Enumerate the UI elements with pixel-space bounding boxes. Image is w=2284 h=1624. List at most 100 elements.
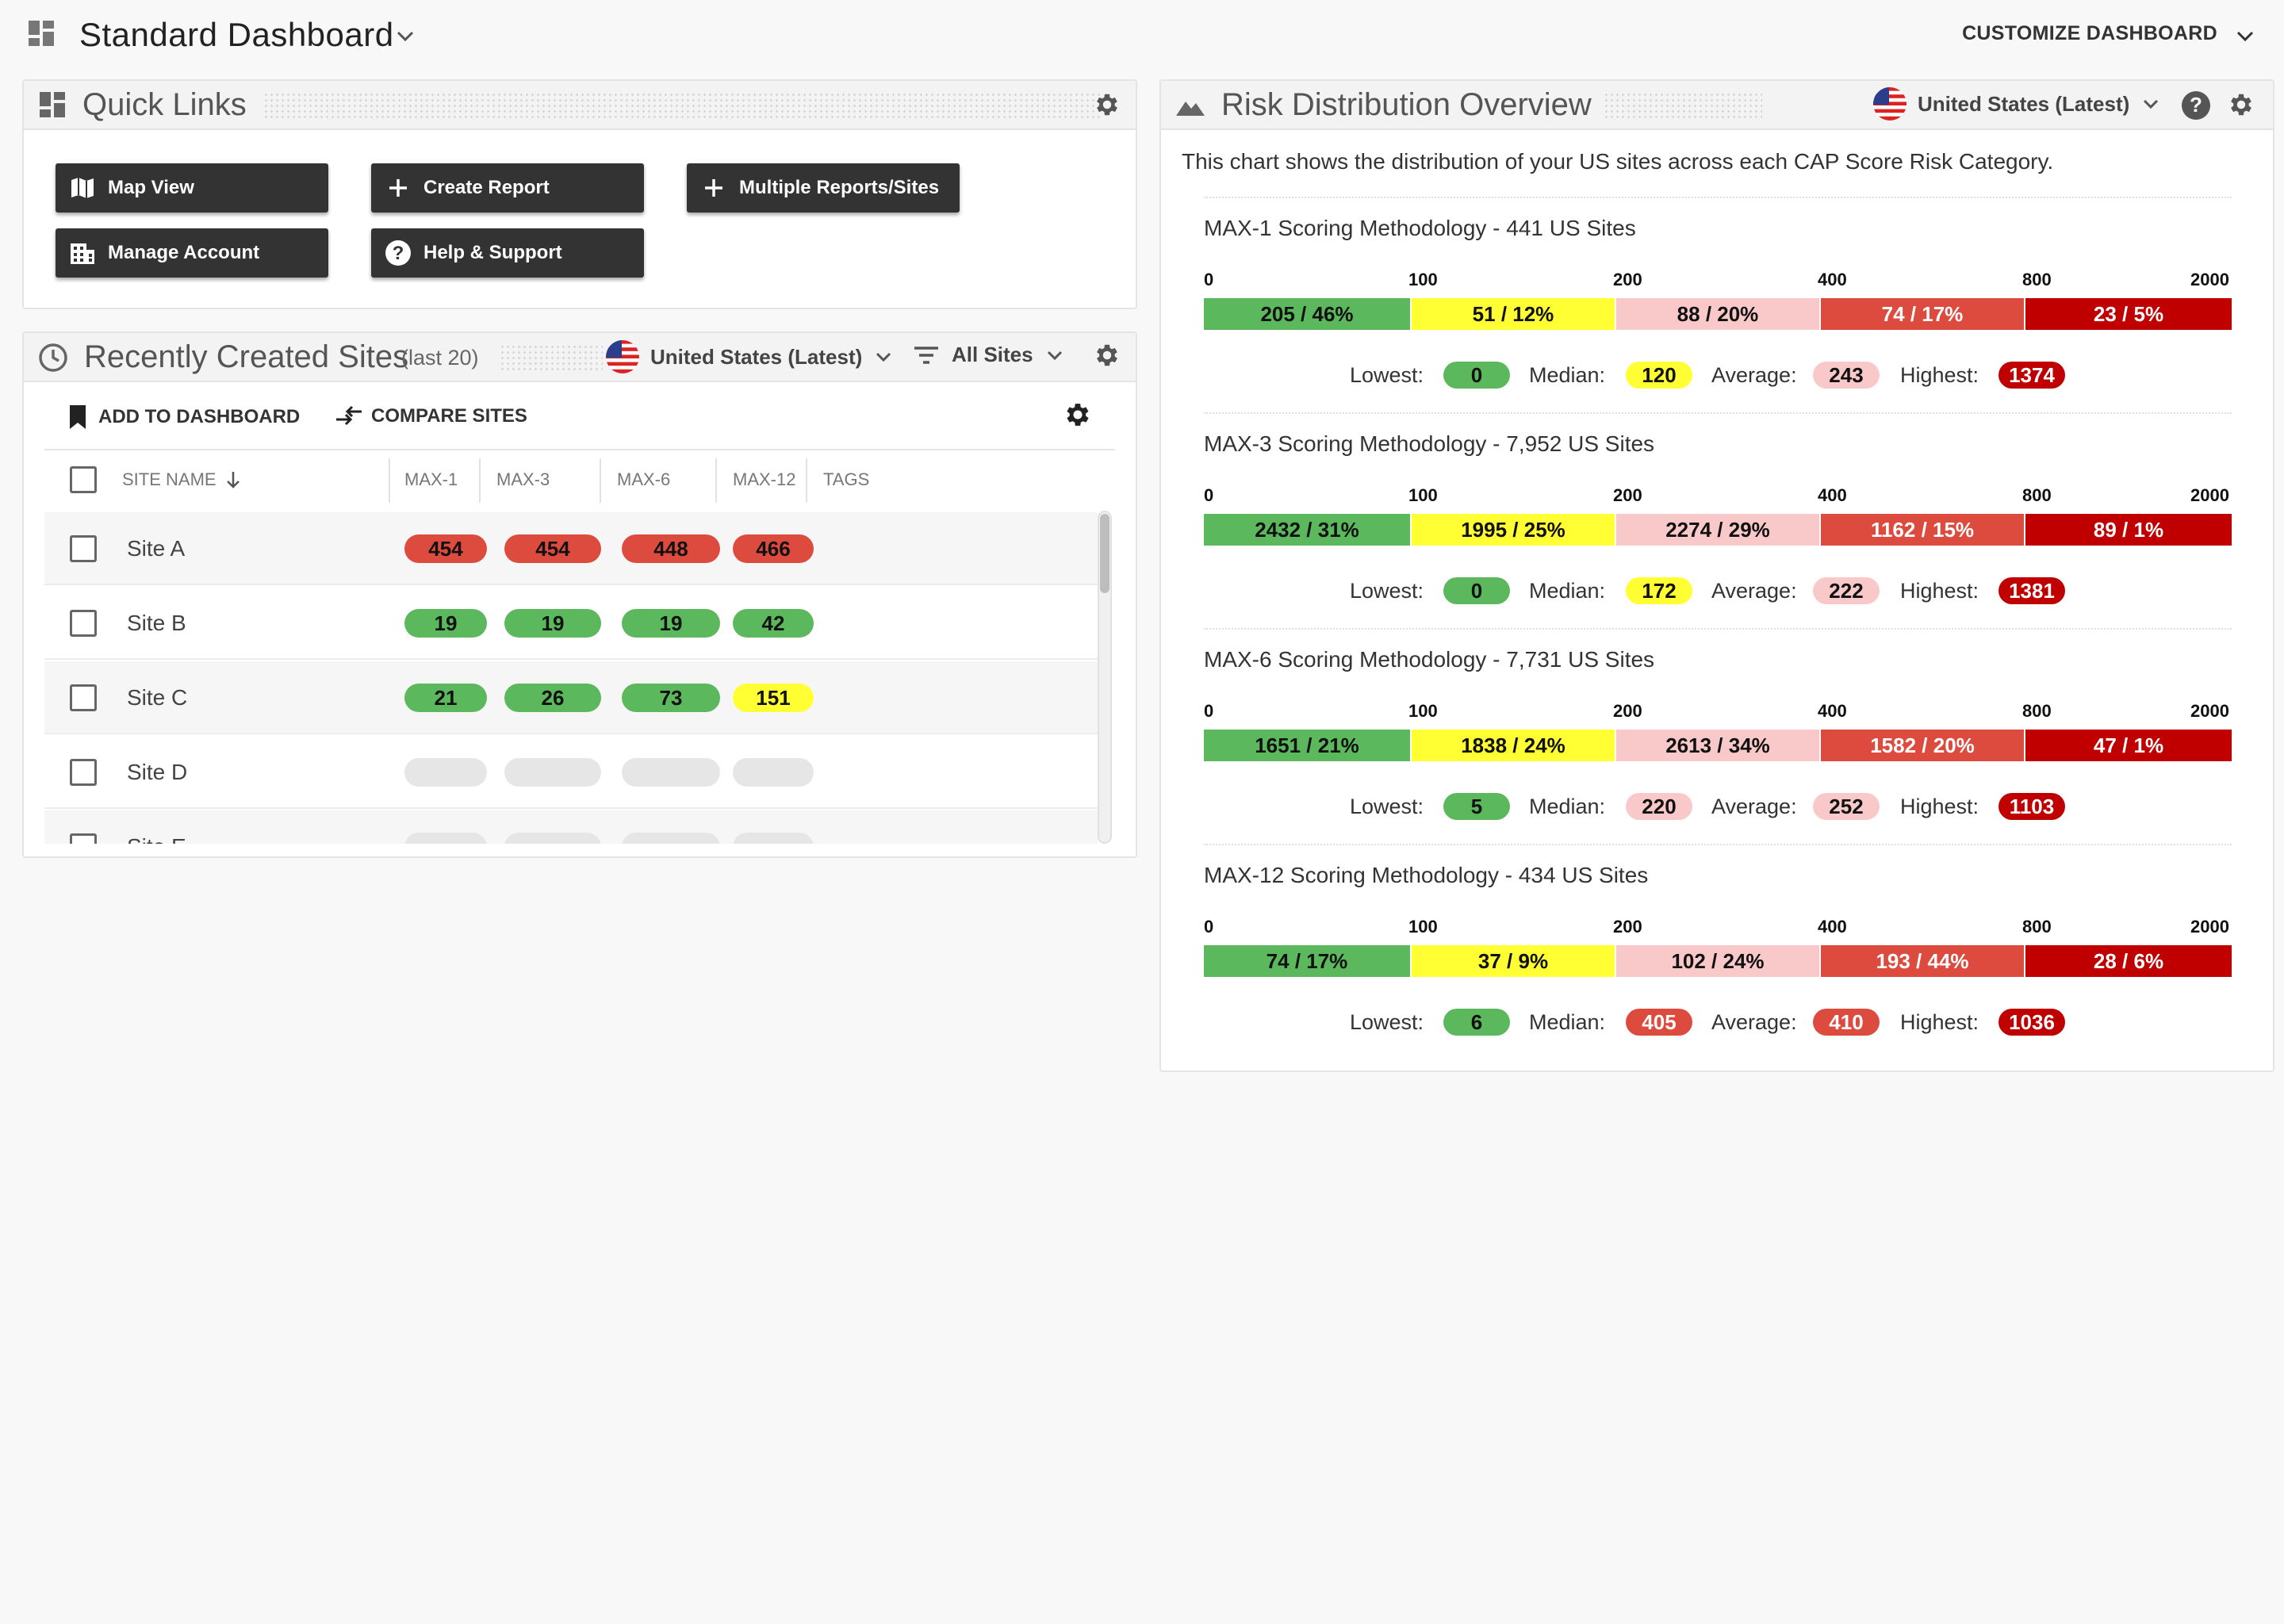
drag-handle[interactable]: [1604, 92, 1762, 119]
arrow-down-icon: [224, 470, 242, 489]
table-row[interactable]: Site A 454 454 448 466: [44, 512, 1098, 585]
score-badge: [404, 833, 487, 844]
risk-distribution-bar: 1651 / 21% 1838 / 24% 2613 / 34% 1582 / 20%…: [1204, 730, 2232, 761]
score-badge: 19: [504, 609, 601, 638]
clock-icon: [38, 343, 68, 373]
section-divider: [1204, 844, 2232, 845]
column-separator: [389, 458, 390, 503]
risk-category-segment[interactable]: 28 / 6%: [2024, 945, 2232, 977]
axis-tick-label: 400: [1818, 270, 1847, 289]
risk-distribution-panel: Risk Distribution Overview ?: [1159, 79, 2274, 1072]
select-all-checkbox[interactable]: [70, 466, 97, 493]
customize-dashboard-button[interactable]: CUSTOMIZE DASHBOARD: [1962, 22, 2217, 44]
map-icon: [68, 174, 97, 202]
axis-tick-label: 100: [1408, 270, 1438, 289]
gear-icon[interactable]: [1093, 341, 1121, 370]
methodology-title: MAX-1 Scoring Methodology - 441 US Sites: [1204, 216, 1636, 240]
risk-category-segment[interactable]: 102 / 24%: [1615, 945, 1819, 977]
score-badge: [733, 758, 814, 787]
section-divider: [1204, 197, 2232, 198]
site-name-header-label: SITE NAME: [122, 469, 217, 489]
recent-sites-header: Recently Created Sites (last 20): [24, 333, 1136, 382]
row-checkbox[interactable]: [70, 684, 97, 711]
gear-icon[interactable]: [1093, 90, 1121, 119]
column-header-max3[interactable]: MAX-3: [496, 469, 550, 489]
column-header-tags[interactable]: TAGS: [823, 469, 870, 489]
median-label: Median:: [1529, 363, 1606, 387]
chevron-down-icon: [2140, 94, 2161, 114]
average-value-badge: 243: [1813, 362, 1880, 389]
median-value-badge: 405: [1626, 1009, 1692, 1036]
table-scrollbar[interactable]: [1098, 511, 1112, 844]
site-name[interactable]: Site A: [127, 536, 186, 561]
drag-handle[interactable]: [263, 92, 1102, 119]
column-header-max1[interactable]: MAX-1: [404, 469, 458, 489]
risk-category-segment[interactable]: 88 / 20%: [1615, 298, 1819, 330]
risk-category-segment[interactable]: 205 / 46%: [1204, 298, 1410, 330]
site-name[interactable]: Site D: [127, 760, 188, 784]
risk-category-segment[interactable]: 193 / 44%: [1819, 945, 2024, 977]
risk-category-segment[interactable]: 74 / 17%: [1819, 298, 2024, 330]
site-filter-select[interactable]: All Sites: [914, 343, 1065, 367]
column-header-max6[interactable]: MAX-6: [617, 469, 671, 489]
average-value-badge: 252: [1813, 793, 1880, 820]
risk-category-segment[interactable]: 1995 / 25%: [1410, 514, 1615, 546]
axis-tick-label: 800: [2022, 485, 2052, 505]
row-checkbox[interactable]: [70, 610, 97, 637]
highest-value-badge: 1374: [1998, 362, 2065, 389]
table-row[interactable]: Site E: [44, 810, 1098, 844]
table-scrollbar-thumb[interactable]: [1100, 514, 1109, 593]
highest-label: Highest:: [1900, 1010, 1979, 1034]
map-view-button[interactable]: Map View: [56, 163, 328, 213]
site-name[interactable]: Site E: [127, 834, 186, 844]
compare-sites-button[interactable]: COMPARE SITES: [335, 404, 527, 428]
multiple-reports-button[interactable]: Multiple Reports/Sites: [687, 163, 960, 213]
chevron-down-icon[interactable]: [393, 24, 417, 48]
column-separator: [479, 458, 481, 503]
risk-category-segment[interactable]: 1582 / 20%: [1819, 730, 2024, 761]
score-badge: [622, 758, 720, 787]
table-row[interactable]: Site C 21 26 73 151: [44, 661, 1098, 734]
risk-category-segment[interactable]: 74 / 17%: [1204, 945, 1410, 977]
dashboard-title[interactable]: Standard Dashboard: [79, 16, 394, 53]
risk-category-segment[interactable]: 51 / 12%: [1410, 298, 1615, 330]
column-header-max12[interactable]: MAX-12: [733, 469, 796, 489]
help-support-button[interactable]: ? Help & Support: [371, 228, 644, 278]
row-checkbox[interactable]: [70, 759, 97, 786]
chevron-down-icon[interactable]: [2233, 24, 2257, 48]
risk-category-segment[interactable]: 89 / 1%: [2024, 514, 2232, 546]
risk-category-segment[interactable]: 1162 / 15%: [1819, 514, 2024, 546]
gear-icon[interactable]: [2227, 90, 2255, 119]
axis-tick-label: 800: [2022, 270, 2052, 289]
table-row[interactable]: Site D: [44, 736, 1098, 809]
column-header-site-name[interactable]: SITE NAME: [122, 469, 242, 490]
recent-sites-country-select[interactable]: United States (Latest): [606, 340, 894, 373]
risk-category-segment[interactable]: 47 / 1%: [2024, 730, 2232, 761]
risk-category-segment[interactable]: 23 / 5%: [2024, 298, 2232, 330]
axis-tick-label: 0: [1204, 485, 1214, 505]
average-label: Average:: [1711, 579, 1797, 603]
create-report-button[interactable]: Create Report: [371, 163, 644, 213]
drag-handle[interactable]: [500, 344, 603, 371]
risk-category-segment[interactable]: 1651 / 21%: [1204, 730, 1410, 761]
median-label: Median:: [1529, 1010, 1606, 1034]
manage-account-button[interactable]: Manage Account: [56, 228, 328, 278]
risk-country-select[interactable]: United States (Latest): [1873, 87, 2161, 121]
risk-category-segment[interactable]: 2432 / 31%: [1204, 514, 1410, 546]
mountain-chart-icon: [1175, 95, 1205, 117]
multiple-reports-label: Multiple Reports/Sites: [739, 177, 940, 198]
lowest-value-badge: 6: [1443, 1009, 1510, 1036]
risk-category-segment[interactable]: 2613 / 34%: [1615, 730, 1819, 761]
risk-category-segment[interactable]: 2274 / 29%: [1615, 514, 1819, 546]
help-icon[interactable]: ?: [2181, 90, 2211, 121]
methodology-title: MAX-12 Scoring Methodology - 434 US Site…: [1204, 863, 1649, 887]
table-settings-gear-icon[interactable]: [1063, 400, 1093, 430]
add-to-dashboard-button[interactable]: ADD TO DASHBOARD: [68, 404, 300, 430]
site-name[interactable]: Site C: [127, 685, 188, 710]
risk-category-segment[interactable]: 37 / 9%: [1410, 945, 1615, 977]
row-checkbox[interactable]: [70, 535, 97, 562]
site-name[interactable]: Site B: [127, 611, 186, 635]
row-checkbox[interactable]: [70, 833, 97, 844]
risk-category-segment[interactable]: 1838 / 24%: [1410, 730, 1615, 761]
table-row[interactable]: Site B 19 19 19 42: [44, 587, 1098, 660]
